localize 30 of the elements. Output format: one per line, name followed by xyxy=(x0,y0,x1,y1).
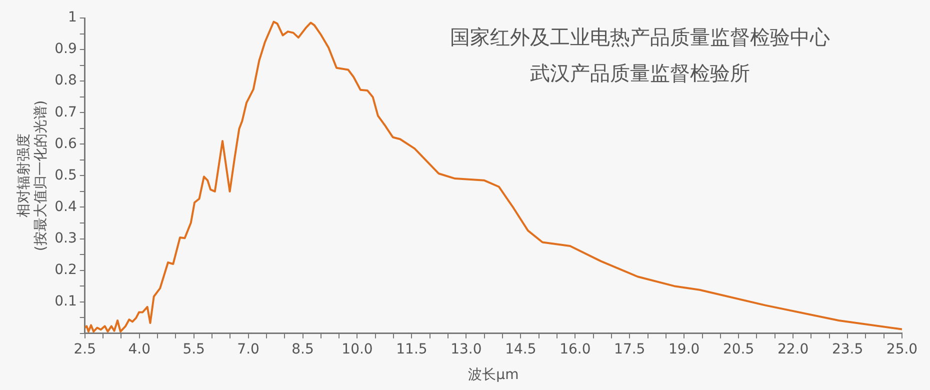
y-tick-label: 0.1 xyxy=(54,294,77,310)
y-tick-label: 0.6 xyxy=(54,136,77,152)
y-tick-label: 0.7 xyxy=(54,104,77,120)
text: 武汉产品质量监督检验所 xyxy=(529,60,751,87)
chart-title: 国家红外及工业电热产品质量监督检验中心 xyxy=(449,24,831,51)
x-tick-label: 23.5 xyxy=(832,341,864,358)
x-tick-label: 25.0 xyxy=(886,341,918,358)
x-tick-label: 4.0 xyxy=(128,341,150,358)
y-tick-label: 0.5 xyxy=(54,167,77,184)
x-tick-label: 10.0 xyxy=(342,341,373,358)
y-tick-label: 0.2 xyxy=(54,262,77,278)
x-axis-title: 波长μm xyxy=(468,367,519,384)
y-tick-label: 0.9 xyxy=(54,41,77,58)
x-tick-label: 19.0 xyxy=(668,341,700,358)
x-tick-label: 11.5 xyxy=(396,341,428,358)
x-tick-label: 7.0 xyxy=(237,341,260,358)
x-tick-label: 14.5 xyxy=(505,341,536,358)
x-tick-label: 2.5 xyxy=(74,341,96,358)
x-tick-label: 20.5 xyxy=(722,341,754,358)
y-tick-label: 0.8 xyxy=(54,72,77,89)
x-tick-label: 16.0 xyxy=(560,341,591,358)
y-tick-label: 1 xyxy=(68,10,77,26)
x-tick-label: 8.5 xyxy=(292,341,314,358)
y-tick-label: 0.3 xyxy=(54,230,77,246)
y-tick-label: 0.4 xyxy=(54,198,77,215)
x-tick-label: 22.0 xyxy=(777,341,809,358)
x-tick-label: 13.0 xyxy=(450,341,482,358)
x-tick-label: 17.5 xyxy=(614,341,646,358)
x-tick-label: 5.5 xyxy=(182,341,205,358)
y-axis-title: 相对辐射强度 (按最大值归一化的光谱) xyxy=(16,100,49,252)
